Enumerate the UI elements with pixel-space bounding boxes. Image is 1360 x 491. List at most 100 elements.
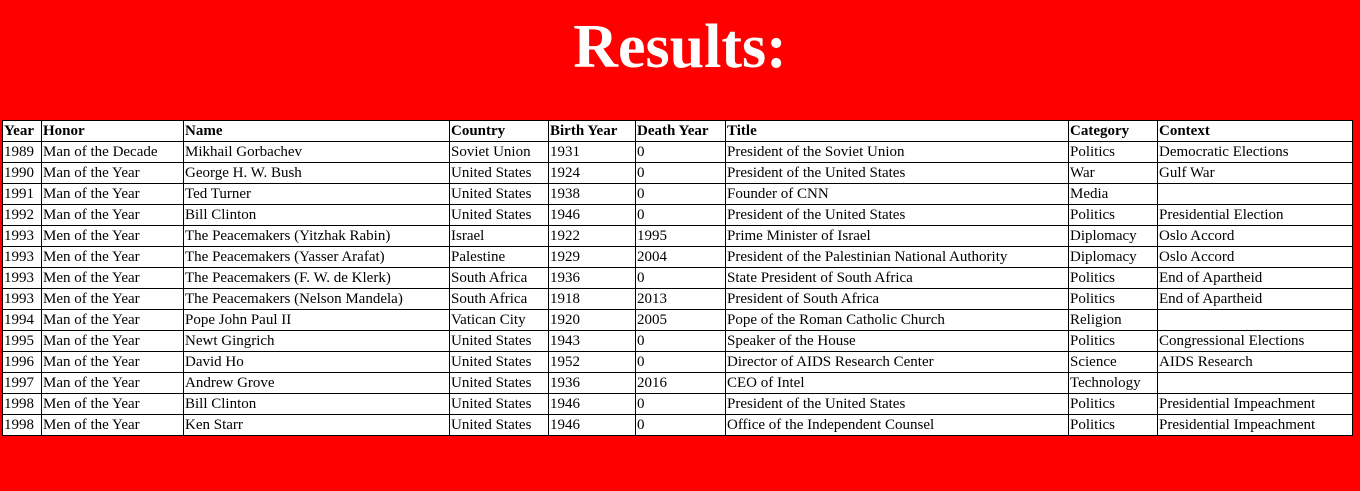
table-cell-category: Diplomacy bbox=[1068, 225, 1158, 247]
column-header-name: Name bbox=[183, 120, 450, 142]
table-cell-context: Oslo Accord bbox=[1157, 225, 1353, 247]
table-cell-title: Prime Minister of Israel bbox=[725, 225, 1069, 247]
table-cell-year: 1991 bbox=[2, 183, 42, 205]
table-cell-honor: Men of the Year bbox=[41, 288, 184, 310]
table-row: 1991 Man of the Year Ted Turner United Stat… bbox=[2, 183, 1353, 205]
table-cell-context: Presidential Election bbox=[1157, 204, 1353, 226]
table-cell-death-year: 0 bbox=[635, 204, 726, 226]
table-cell-category: Politics bbox=[1068, 393, 1158, 415]
table-cell-country: United States bbox=[449, 351, 549, 373]
header-row: Year Honor Name Country Birth Year Death Year… bbox=[2, 120, 1353, 142]
table-cell-honor: Man of the Year bbox=[41, 309, 184, 331]
table-cell-year: 1997 bbox=[2, 372, 42, 394]
table-cell-context: End of Apartheid bbox=[1157, 267, 1353, 289]
table-cell-category: Diplomacy bbox=[1068, 246, 1158, 268]
table-cell-birth-year: 1929 bbox=[548, 246, 636, 268]
table-cell-title: President of South Africa bbox=[725, 288, 1069, 310]
table-cell-name: Bill Clinton bbox=[183, 393, 450, 415]
table-cell-country: Israel bbox=[449, 225, 549, 247]
table-cell-birth-year: 1920 bbox=[548, 309, 636, 331]
table-cell-year: 1994 bbox=[2, 309, 42, 331]
table-cell-name: The Peacemakers (Nelson Mandela) bbox=[183, 288, 450, 310]
table-row: 1989 Man of the Decade Mikhail Gorbachev So… bbox=[2, 141, 1353, 163]
table-cell-title: State President of South Africa bbox=[725, 267, 1069, 289]
table-row: 1994 Man of the Year Pope John Paul II Vati… bbox=[2, 309, 1353, 331]
table-cell-context: Presidential Impeachment bbox=[1157, 393, 1353, 415]
column-header-title: Title bbox=[725, 120, 1069, 142]
table-cell-country: United States bbox=[449, 183, 549, 205]
table-cell-context: Democratic Elections bbox=[1157, 141, 1353, 163]
table-cell-birth-year: 1922 bbox=[548, 225, 636, 247]
table-cell-category: Religion bbox=[1068, 309, 1158, 331]
table-cell-context bbox=[1157, 372, 1353, 394]
table-cell-name: Pope John Paul II bbox=[183, 309, 450, 331]
table-row: 1993 Men of the Year The Peacemakers (Nels… bbox=[2, 288, 1353, 310]
table-cell-birth-year: 1931 bbox=[548, 141, 636, 163]
table-cell-title: President of the United States bbox=[725, 204, 1069, 226]
table-cell-name: The Peacemakers (F. W. de Klerk) bbox=[183, 267, 450, 289]
table-cell-category: Politics bbox=[1068, 414, 1158, 436]
table-cell-country: United States bbox=[449, 330, 549, 352]
table-cell-context: Gulf War bbox=[1157, 162, 1353, 184]
table-cell-death-year: 0 bbox=[635, 330, 726, 352]
table-cell-name: The Peacemakers (Yitzhak Rabin) bbox=[183, 225, 450, 247]
table-cell-birth-year: 1946 bbox=[548, 204, 636, 226]
table-cell-honor: Man of the Decade bbox=[41, 141, 184, 163]
table-cell-honor: Men of the Year bbox=[41, 267, 184, 289]
table-cell-honor: Men of the Year bbox=[41, 225, 184, 247]
table-cell-death-year: 2004 bbox=[635, 246, 726, 268]
table-cell-death-year: 0 bbox=[635, 183, 726, 205]
table-cell-honor: Men of the Year bbox=[41, 414, 184, 436]
table-row: 1993 Men of the Year The Peacemakers (Yitz… bbox=[2, 225, 1353, 247]
table-row: 1992 Man of the Year Bill Clinton United St… bbox=[2, 204, 1353, 226]
table-cell-name: Ken Starr bbox=[183, 414, 450, 436]
table-cell-death-year: 2013 bbox=[635, 288, 726, 310]
column-header-death-year: Death Year bbox=[635, 120, 726, 142]
table-cell-year: 1989 bbox=[2, 141, 42, 163]
table-cell-birth-year: 1938 bbox=[548, 183, 636, 205]
table-cell-birth-year: 1943 bbox=[548, 330, 636, 352]
table-cell-context: End of Apartheid bbox=[1157, 288, 1353, 310]
table-row: 1996 Man of the Year David Ho United States… bbox=[2, 351, 1353, 373]
table-cell-honor: Man of the Year bbox=[41, 330, 184, 352]
column-header-birth-year: Birth Year bbox=[548, 120, 636, 142]
table-cell-birth-year: 1952 bbox=[548, 351, 636, 373]
table-cell-year: 1993 bbox=[2, 288, 42, 310]
table-cell-death-year: 0 bbox=[635, 351, 726, 373]
table-cell-death-year: 0 bbox=[635, 141, 726, 163]
table-cell-name: The Peacemakers (Yasser Arafat) bbox=[183, 246, 450, 268]
table-cell-death-year: 0 bbox=[635, 393, 726, 415]
table-cell-honor: Men of the Year bbox=[41, 246, 184, 268]
table-cell-country: Soviet Union bbox=[449, 141, 549, 163]
table-cell-honor: Man of the Year bbox=[41, 204, 184, 226]
column-header-category: Category bbox=[1068, 120, 1158, 142]
table-cell-year: 1990 bbox=[2, 162, 42, 184]
table-cell-name: Bill Clinton bbox=[183, 204, 450, 226]
table-cell-title: Speaker of the House bbox=[725, 330, 1069, 352]
table-cell-year: 1996 bbox=[2, 351, 42, 373]
table-cell-death-year: 0 bbox=[635, 267, 726, 289]
table-cell-year: 1995 bbox=[2, 330, 42, 352]
table-cell-context bbox=[1157, 309, 1353, 331]
table-cell-birth-year: 1936 bbox=[548, 372, 636, 394]
table-cell-name: George H. W. Bush bbox=[183, 162, 450, 184]
table-cell-name: Andrew Grove bbox=[183, 372, 450, 394]
table-cell-country: Vatican City bbox=[449, 309, 549, 331]
table-cell-honor: Man of the Year bbox=[41, 351, 184, 373]
table-cell-country: South Africa bbox=[449, 288, 549, 310]
table-cell-death-year: 0 bbox=[635, 162, 726, 184]
table-cell-title: Founder of CNN bbox=[725, 183, 1069, 205]
table-cell-title: Office of the Independent Counsel bbox=[725, 414, 1069, 436]
table-cell-honor: Men of the Year bbox=[41, 393, 184, 415]
table-cell-death-year: 2005 bbox=[635, 309, 726, 331]
table-cell-title: Director of AIDS Research Center bbox=[725, 351, 1069, 373]
table-cell-country: United States bbox=[449, 204, 549, 226]
table-cell-year: 1993 bbox=[2, 267, 42, 289]
table-cell-honor: Man of the Year bbox=[41, 162, 184, 184]
table-cell-category: Media bbox=[1068, 183, 1158, 205]
table-cell-context: Presidential Impeachment bbox=[1157, 414, 1353, 436]
table-cell-honor: Man of the Year bbox=[41, 372, 184, 394]
table-cell-death-year: 2016 bbox=[635, 372, 726, 394]
table-cell-category: Politics bbox=[1068, 330, 1158, 352]
table-row: 1993 Men of the Year The Peacemakers (F. W… bbox=[2, 267, 1353, 289]
